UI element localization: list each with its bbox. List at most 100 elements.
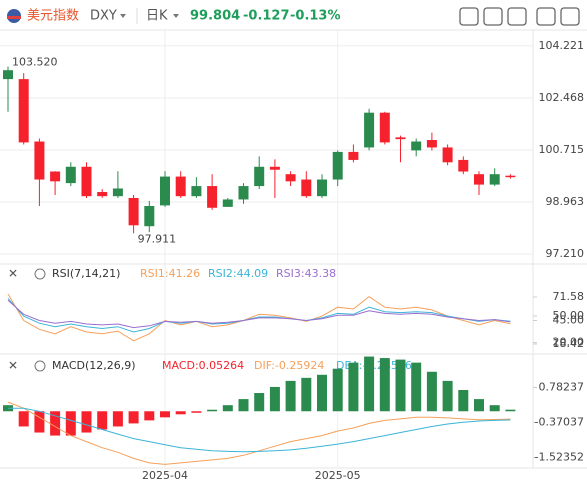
legend-entry: RSI2:44.09 — [208, 267, 268, 280]
candle-body — [395, 137, 406, 140]
y-tick-label: 20.00 — [553, 336, 585, 349]
histogram-bar — [489, 405, 500, 412]
histogram-bar — [34, 411, 45, 433]
indicator-line — [7, 293, 511, 342]
tool-button[interactable] — [459, 7, 479, 26]
candle-body — [458, 159, 469, 172]
candle-body — [269, 166, 280, 170]
candle-body — [97, 192, 108, 197]
histogram-bar — [379, 358, 390, 412]
candle-body — [317, 179, 327, 197]
flag-stripe — [7, 16, 21, 19]
candle-body — [18, 79, 29, 143]
histogram-bar — [426, 371, 437, 412]
candle-body — [34, 141, 45, 180]
histogram-bar — [81, 411, 92, 433]
tool-button[interactable] — [483, 7, 503, 26]
candle-body — [285, 174, 296, 182]
histogram-bar — [112, 411, 123, 427]
histogram-bar — [222, 405, 233, 412]
candle-body — [65, 166, 76, 184]
histogram-bar — [285, 380, 296, 412]
candle-body — [332, 151, 343, 180]
histogram-bar — [411, 362, 422, 412]
candle-body — [348, 151, 359, 160]
x-tick-label: 2025-04 — [142, 469, 188, 482]
candle-body — [128, 197, 139, 226]
y-tick-label: 71.58 — [553, 290, 585, 303]
histogram-bar — [65, 411, 76, 436]
histogram-bar — [144, 411, 155, 421]
y-tick-label: -1.52352 — [535, 451, 584, 464]
x-tick-label: 2025-05 — [315, 469, 361, 482]
change: -0.127 — [243, 9, 290, 24]
histogram-bar — [505, 409, 516, 412]
indicator-line — [8, 407, 511, 453]
legend-entry: MACD:0.05264 — [162, 359, 244, 372]
price: 99.804 — [190, 9, 240, 24]
candle-body — [112, 188, 123, 197]
candle-body — [175, 176, 186, 197]
candle-body — [489, 174, 500, 185]
candle-body — [238, 186, 249, 200]
high-annotation: 103.520 — [12, 56, 58, 69]
histogram-bar — [332, 368, 343, 412]
candle-body — [411, 141, 422, 151]
indicator-line — [7, 298, 511, 333]
indicator-title: MACD(12,26,9) — [52, 359, 136, 372]
candle-body — [50, 171, 61, 182]
dropdown-arrow[interactable] — [120, 14, 126, 18]
y-tick-label: 100.715 — [539, 143, 585, 156]
dropdown-arrow[interactable] — [173, 14, 179, 18]
candle-body — [254, 166, 265, 187]
candle-body — [3, 70, 13, 80]
histogram-bar — [317, 374, 327, 412]
close-icon[interactable]: ✕ — [8, 267, 18, 281]
legend-entry: DIF:-0.25924 — [254, 359, 324, 372]
histogram-bar — [269, 386, 280, 412]
histogram-bar — [97, 411, 108, 430]
histogram-bar — [128, 411, 139, 424]
y-tick-label: 45.00 — [553, 314, 585, 327]
histogram-bar — [207, 409, 218, 412]
histogram-bar — [364, 356, 375, 412]
period[interactable]: 日K — [146, 9, 168, 24]
indicator-line — [7, 401, 511, 465]
settings-icon[interactable] — [34, 268, 46, 280]
histogram-bar — [191, 411, 202, 413]
legend-entry: RSI1:41.26 — [140, 267, 200, 280]
close-icon[interactable]: ✕ — [8, 359, 18, 373]
histogram-bar — [301, 377, 312, 412]
histogram-bar — [160, 411, 170, 418]
candle-body — [81, 166, 92, 197]
instrument-name[interactable]: 美元指数 — [27, 9, 79, 24]
candle-body — [301, 179, 312, 197]
indicator-line — [7, 299, 511, 329]
candle-body — [426, 140, 437, 148]
settings-icon[interactable] — [34, 360, 46, 372]
tool-button[interactable] — [507, 7, 527, 26]
candle-body — [191, 186, 202, 197]
candle-body — [379, 112, 390, 143]
histogram-bar — [442, 380, 453, 412]
y-tick-label: 97.210 — [546, 247, 585, 260]
candle-body — [364, 112, 375, 148]
tool-button[interactable] — [560, 7, 580, 26]
y-tick-label: 0.78237 — [539, 380, 585, 393]
histogram-bar — [238, 399, 249, 412]
legend-entry: RSI3:43.38 — [276, 267, 336, 280]
y-tick-label: 104.221 — [539, 39, 585, 52]
low-annotation: 97.911 — [138, 232, 177, 245]
candle-body — [222, 199, 233, 207]
histogram-bar — [18, 411, 29, 427]
y-tick-label: 98.963 — [546, 195, 585, 208]
histogram-bar — [348, 362, 359, 412]
histogram-bar — [474, 399, 484, 412]
symbol[interactable]: DXY — [90, 9, 117, 24]
candle-body — [505, 175, 516, 178]
histogram-bar — [458, 389, 469, 412]
tool-button[interactable] — [536, 7, 556, 26]
y-tick-label: 50.00 — [553, 309, 585, 322]
histogram-bar — [175, 411, 186, 415]
